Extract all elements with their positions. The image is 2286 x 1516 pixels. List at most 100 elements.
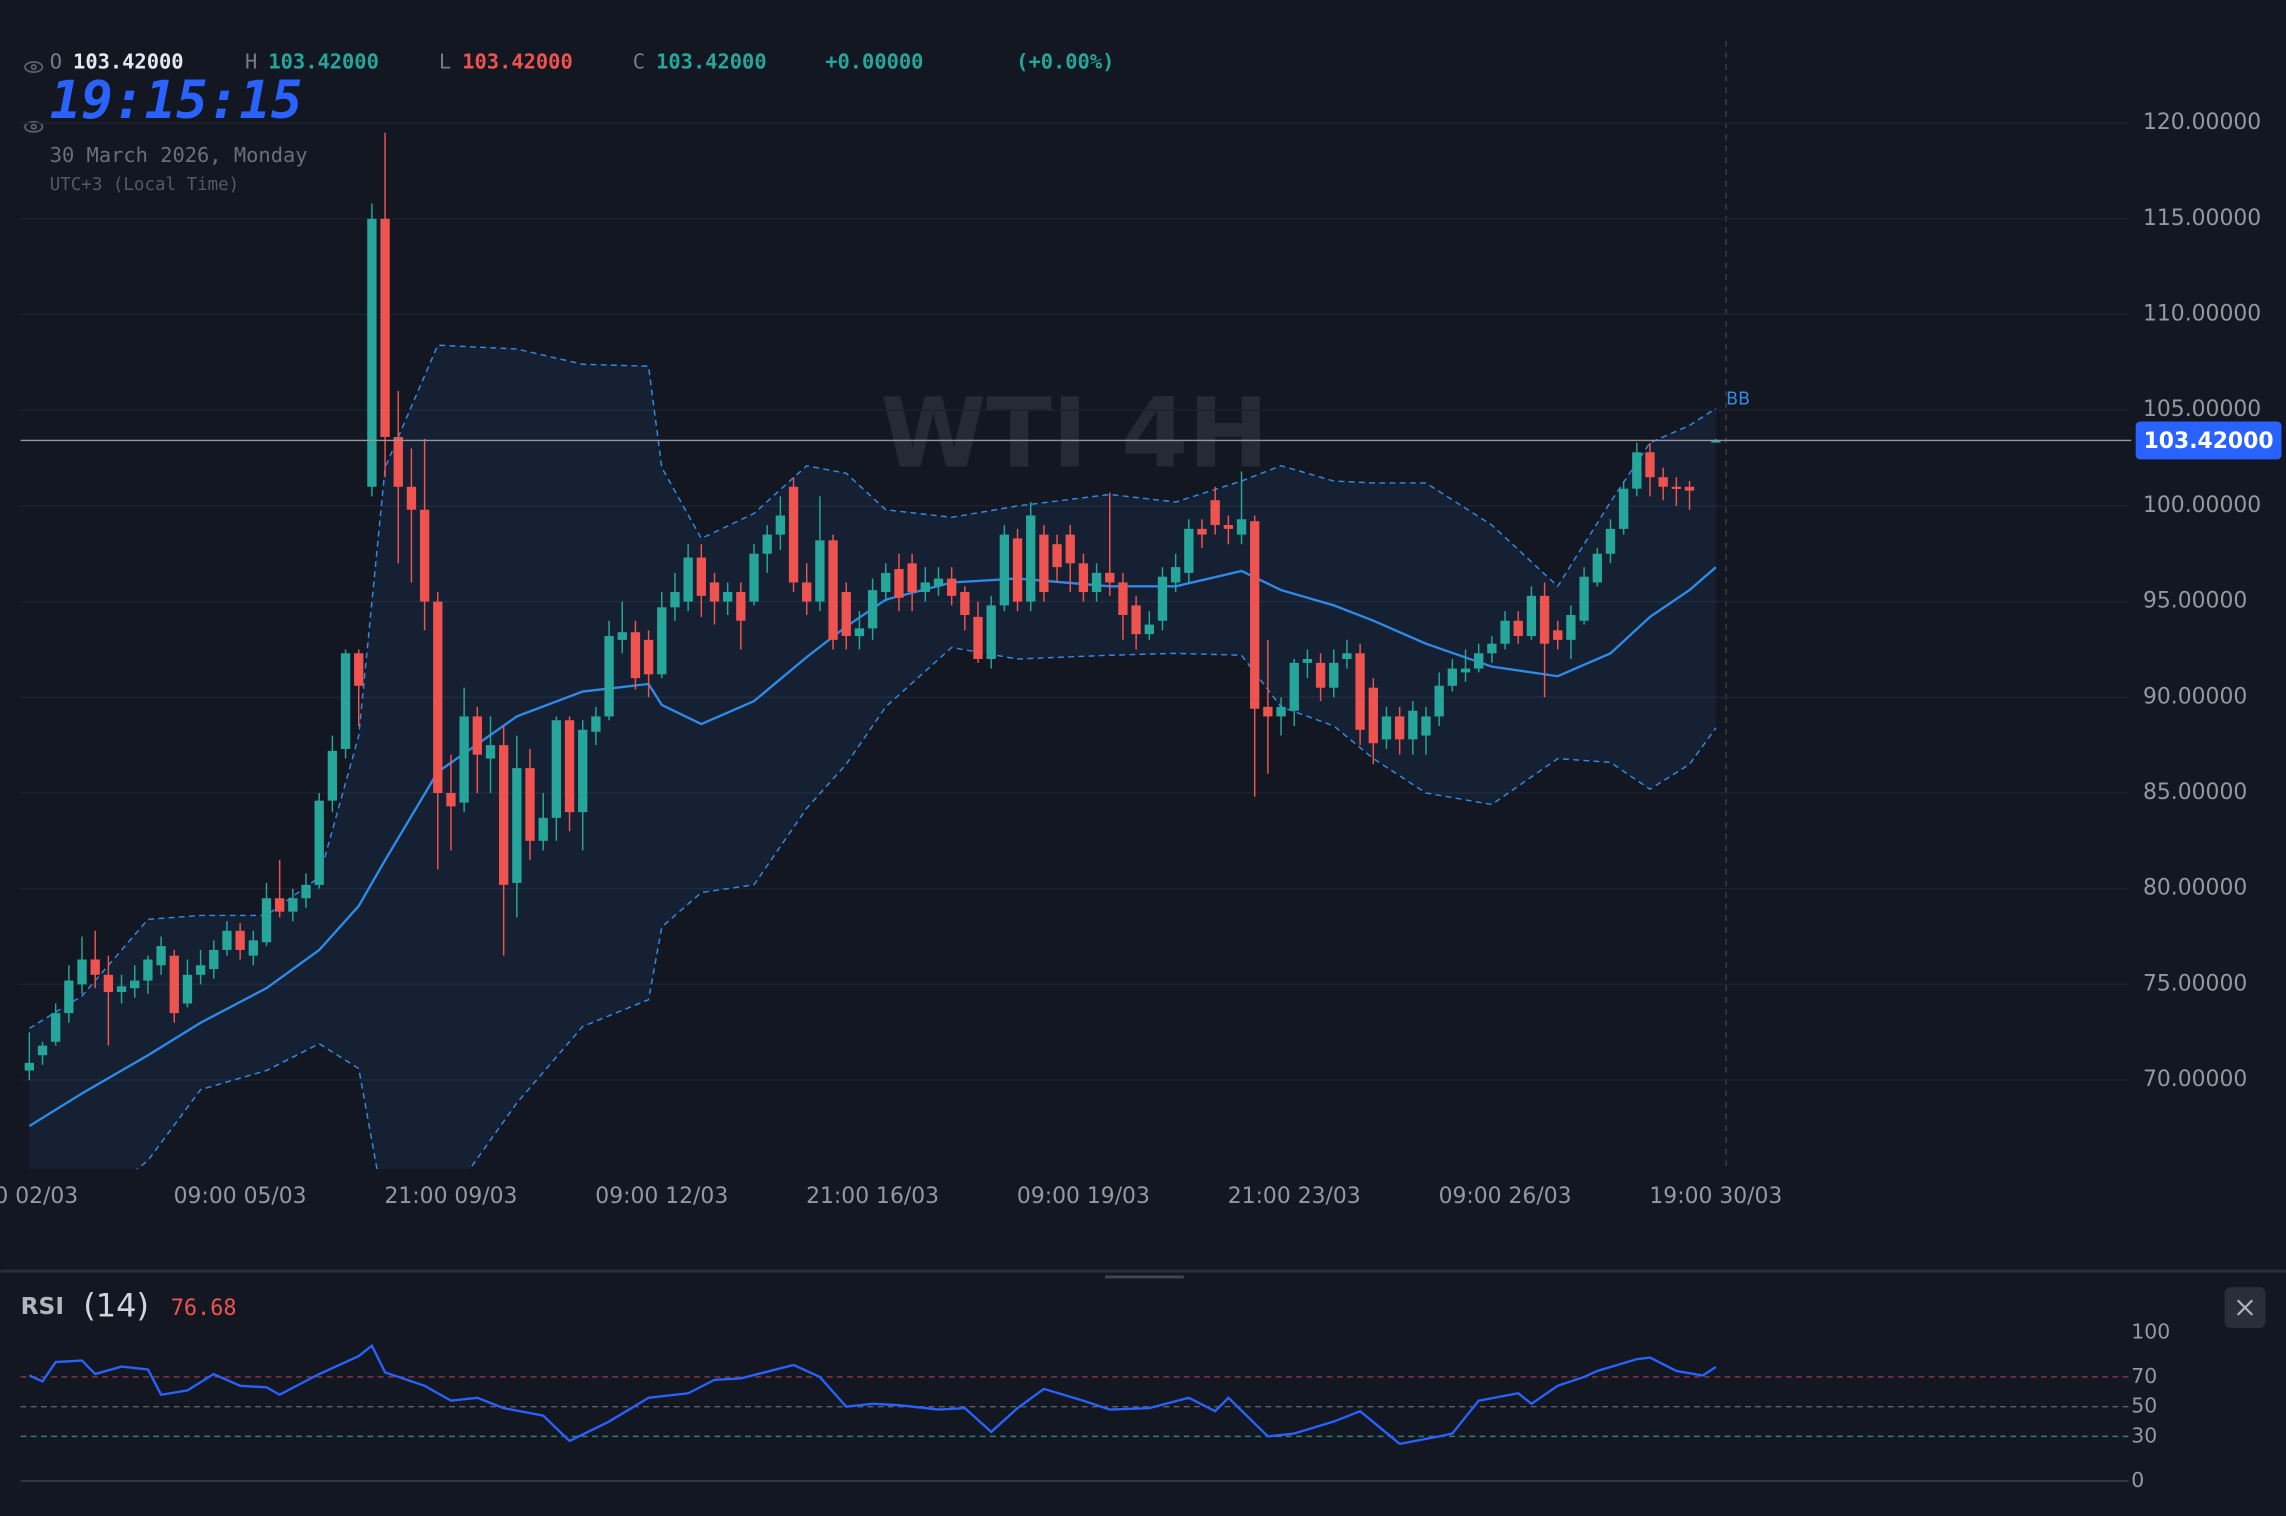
- close-button[interactable]: [2224, 1287, 2266, 1328]
- candle-body: [1236, 519, 1247, 535]
- candle-body: [248, 940, 258, 956]
- candle-body: [433, 601, 443, 793]
- candle-body: [261, 898, 272, 943]
- candle-body: [301, 884, 311, 899]
- y-tick-label: 0: [2131, 1468, 2144, 1492]
- candle-body: [472, 716, 482, 755]
- candle-body: [1250, 521, 1260, 709]
- ohlc-key: H: [245, 50, 257, 74]
- candle-body: [446, 792, 456, 807]
- candle-body: [1342, 653, 1352, 660]
- candle-body: [143, 959, 153, 981]
- candle-body: [881, 572, 891, 593]
- candle-body: [1592, 553, 1602, 583]
- candle-body: [907, 563, 917, 593]
- candle-body: [1553, 630, 1563, 640]
- candle-body: [1144, 624, 1154, 635]
- candle-body: [77, 959, 87, 985]
- bollinger-band: [136, 646, 1717, 1170]
- candle-body: [1026, 515, 1036, 602]
- candle-body: [775, 515, 786, 535]
- candle-body: [116, 986, 127, 993]
- candle-body: [1012, 538, 1023, 602]
- candle-body: [1052, 544, 1062, 568]
- candle-body: [999, 534, 1010, 606]
- candle-body: [37, 1045, 48, 1056]
- y-tick-label: 95.00000: [2143, 589, 2247, 614]
- candle-body: [1487, 643, 1497, 654]
- candle-body: [1289, 662, 1299, 711]
- candle-body: [1658, 477, 1668, 487]
- candle-body: [1118, 582, 1128, 615]
- ohlc-key: C: [633, 50, 645, 74]
- candle-body: [90, 959, 100, 975]
- candle-body: [314, 800, 324, 885]
- candle-body: [1711, 440, 1721, 443]
- x-tick-label: 09:00 19/03: [1017, 1184, 1150, 1209]
- candle-body: [1184, 528, 1194, 573]
- candle-body: [973, 616, 983, 660]
- candle-body: [1315, 662, 1326, 688]
- candle-body: [1329, 662, 1339, 688]
- candle-body: [762, 534, 772, 554]
- ohlc-value: 103.42000: [656, 50, 767, 74]
- candle-body: [525, 768, 535, 841]
- candle-body: [867, 590, 878, 629]
- candle-body: [643, 639, 654, 675]
- candle-body: [551, 720, 562, 818]
- candle-body: [459, 716, 469, 803]
- candle-body: [933, 578, 944, 587]
- x-tick-label: 09:00 05/03: [174, 1184, 307, 1209]
- y-tick-label: 30: [2131, 1423, 2157, 1447]
- y-tick-label: 105.00000: [2143, 397, 2261, 422]
- candle-body: [815, 540, 825, 602]
- candle-body: [1474, 653, 1484, 669]
- candle-body: [406, 486, 417, 510]
- candle-body: [340, 653, 351, 749]
- clock: 19:15:15: [50, 70, 303, 131]
- candle-body: [235, 930, 245, 950]
- candle-body: [1566, 614, 1576, 640]
- candle-body: [1618, 488, 1629, 529]
- candle-body: [617, 632, 627, 640]
- candle-body: [1157, 576, 1168, 621]
- candle-body: [1065, 534, 1075, 564]
- candle-body: [1039, 534, 1049, 593]
- y-tick-label: 90.00000: [2143, 684, 2247, 709]
- candle-body: [696, 557, 706, 596]
- candle-body: [736, 592, 746, 621]
- x-tick-label: 21:00 23/03: [1228, 1184, 1361, 1209]
- candle-body: [1394, 716, 1405, 740]
- x-tick-label: 21:00 16/03: [806, 1184, 939, 1209]
- bollinger-band: [28, 344, 1717, 1030]
- x-tick-label: 21:00 09/03: [384, 1184, 517, 1209]
- candle-body: [367, 218, 377, 487]
- candle-body: [1210, 500, 1220, 526]
- change: +0.00000: [825, 50, 923, 74]
- candle-body: [512, 768, 522, 883]
- candle-body: [683, 557, 693, 602]
- last-price-label: 103.42000: [2144, 429, 2274, 454]
- eye-icons[interactable]: [24, 61, 44, 133]
- candle-body: [169, 955, 179, 1014]
- candle-body: [894, 569, 904, 598]
- candle-body: [64, 980, 74, 1014]
- candle-body: [380, 218, 390, 437]
- candle-body: [419, 509, 430, 602]
- candle-body: [1197, 528, 1207, 535]
- candle-body: [854, 628, 865, 637]
- watermark: WTI 4H: [880, 378, 1268, 490]
- candle-body: [946, 578, 957, 596]
- rsi-title: RSI: [21, 1293, 64, 1320]
- ohlc-key: L: [439, 50, 451, 74]
- rsi-line: [28, 1343, 1717, 1446]
- candle-body: [960, 592, 970, 615]
- candle-body: [354, 653, 364, 686]
- candle-body: [1447, 668, 1458, 686]
- candle-body: [1223, 525, 1234, 529]
- candle-body: [1513, 620, 1523, 637]
- last-price-box: [2135, 421, 2282, 460]
- candle-body: [1500, 620, 1510, 644]
- candle-body: [604, 636, 614, 717]
- candle-body: [657, 607, 667, 675]
